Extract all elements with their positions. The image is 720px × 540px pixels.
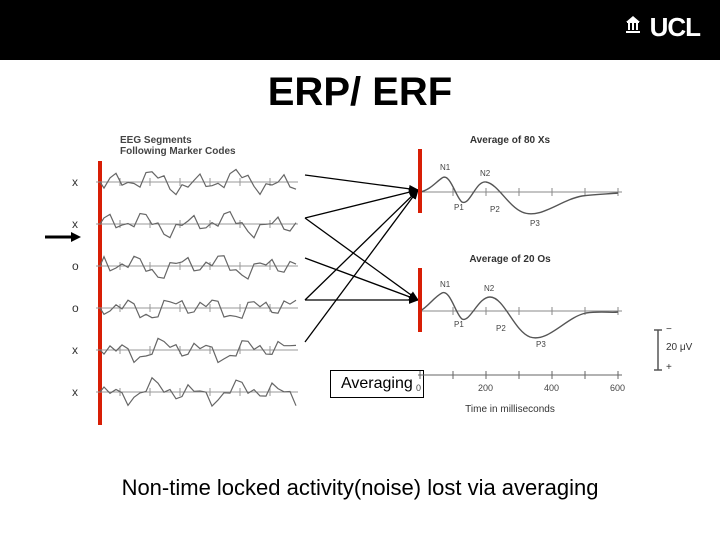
peak-p3: P3 <box>530 219 540 228</box>
tick-400: 400 <box>544 383 559 393</box>
segment-label: x <box>72 385 78 399</box>
peak-n1: N1 <box>440 163 451 172</box>
tick-600: 600 <box>610 383 625 393</box>
avg-block-xs: Average of 80 Xs N1 P1 N2 P2 P3 <box>400 135 670 234</box>
segment-label: o <box>72 259 79 273</box>
ucl-logo: UCL <box>622 12 700 43</box>
avg-xs-title: Average of 80 Xs <box>420 135 600 146</box>
header-bar: UCL <box>0 0 720 60</box>
scale-minus: − <box>666 324 672 335</box>
eeg-segment-row: x <box>90 329 320 371</box>
eeg-segment-row: x <box>90 161 320 203</box>
eeg-segment-row: o <box>90 245 320 287</box>
onset-marker-xs <box>418 149 422 213</box>
slide-title: ERP/ ERF <box>0 70 720 115</box>
scale-value: 20 μV <box>666 342 692 353</box>
peak2-n2: N2 <box>484 284 495 293</box>
peak2-p1: P1 <box>454 320 464 329</box>
avg-block-os: Average of 20 Os N1 P1 N2 P2 P3 <box>400 254 670 353</box>
eeg-segments-panel: EEG Segments Following Marker Codes xxoo… <box>90 135 320 415</box>
time-axis: 0 200 400 600 Time in milliseconds <box>400 369 620 409</box>
eeg-segment-row: o <box>90 287 320 329</box>
ucl-dome-icon <box>622 14 644 41</box>
eeg-header-line2: Following Marker Codes <box>120 146 236 157</box>
eeg-segments-header: EEG Segments Following Marker Codes <box>120 135 320 157</box>
avg-os-title: Average of 20 Os <box>420 254 600 265</box>
peak-p2: P2 <box>490 205 500 214</box>
segment-label: x <box>72 343 78 357</box>
incoming-arrow-icon <box>45 230 81 242</box>
eeg-header-line1: EEG Segments <box>120 135 192 146</box>
scale-plus: + <box>666 362 672 373</box>
peak2-n1: N1 <box>440 280 451 289</box>
peak2-p3: P3 <box>536 340 546 349</box>
peak-n2: N2 <box>480 169 491 178</box>
peak2-p2: P2 <box>496 324 506 333</box>
peak-p1: P1 <box>454 203 464 212</box>
time-axis-label: Time in milliseconds <box>420 404 600 415</box>
segment-label: x <box>72 217 78 231</box>
tick-0: 0 <box>416 383 421 393</box>
amplitude-scale: 20 μV − + <box>650 320 710 380</box>
onset-marker-os <box>418 268 422 332</box>
eeg-segment-row: x <box>90 203 320 245</box>
eeg-segment-row: x <box>90 371 320 413</box>
tick-200: 200 <box>478 383 493 393</box>
averaged-erp-panel: Average of 80 Xs N1 P1 N2 P2 P3 <box>400 135 670 409</box>
ucl-logo-text: UCL <box>650 12 700 43</box>
footer-text: Non-time locked activity(noise) lost via… <box>0 475 720 501</box>
segment-label: o <box>72 301 79 315</box>
segment-label: x <box>72 175 78 189</box>
